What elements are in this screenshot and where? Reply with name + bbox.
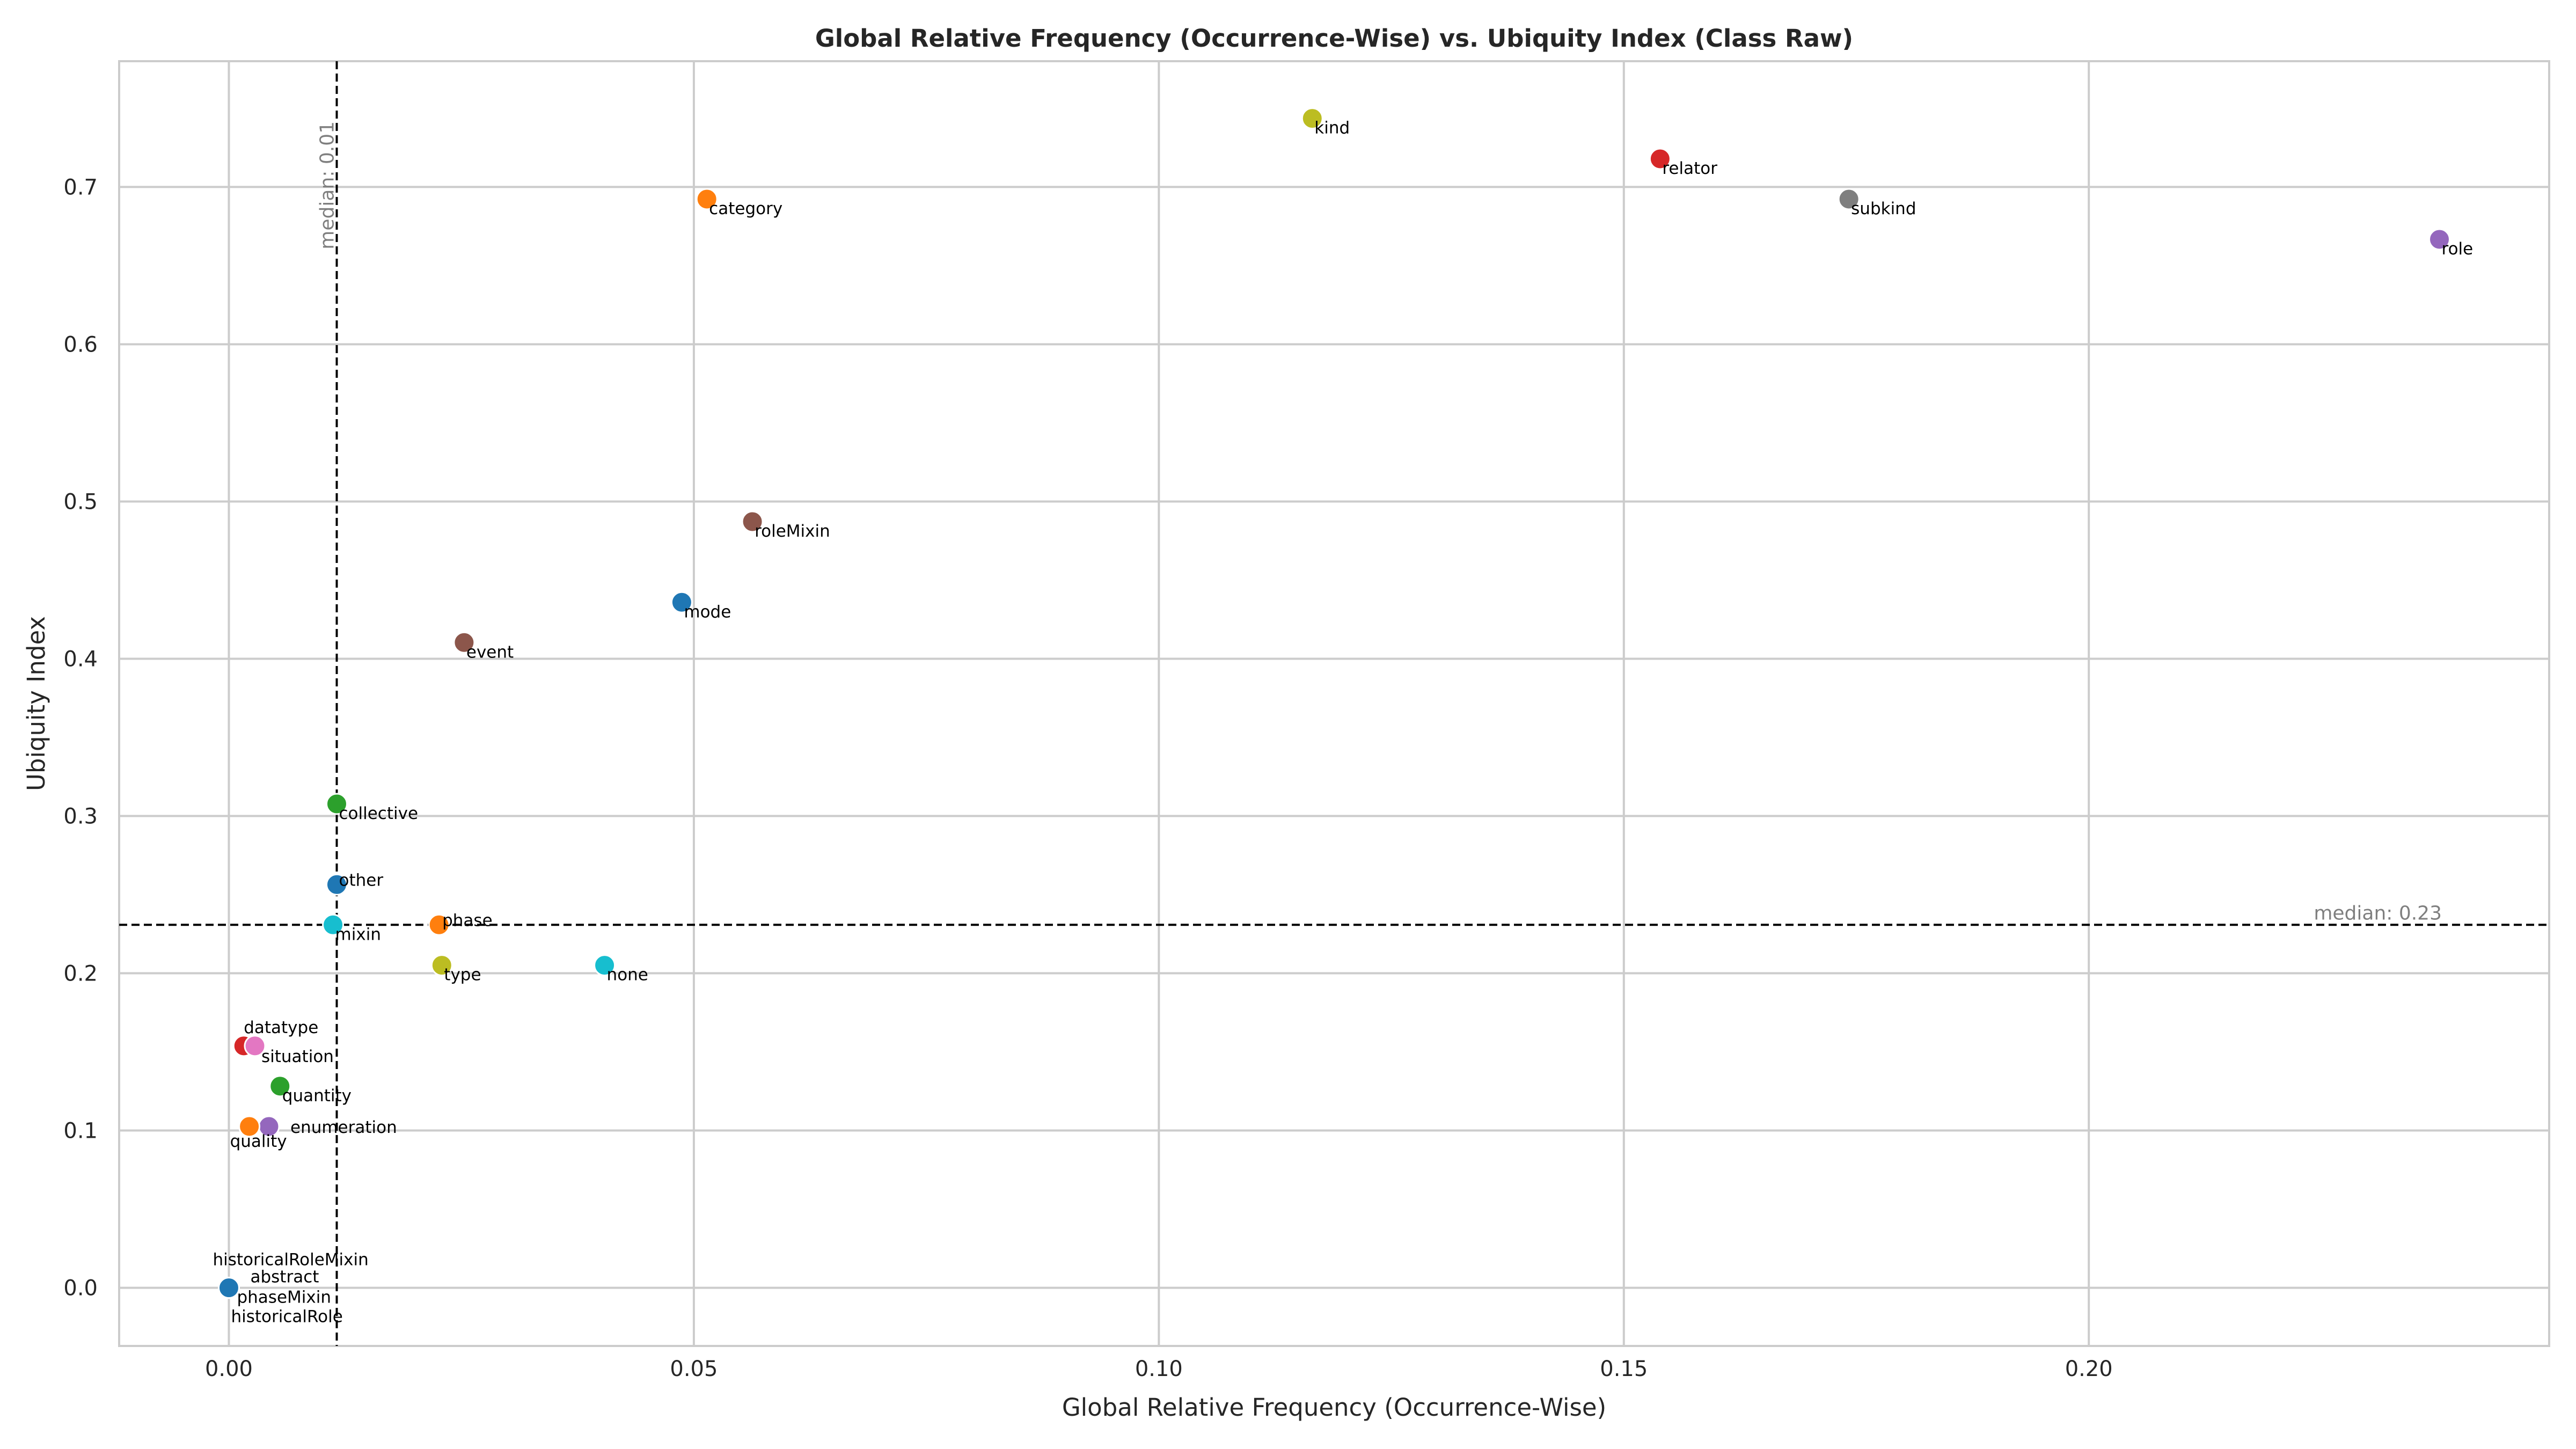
x-tick-label: 0.15 [1600,1357,1648,1381]
data-point-role [2428,228,2451,251]
data-points [217,107,2451,1299]
x-tick-label: 0.10 [1135,1357,1183,1381]
point-label-roleMixin: roleMixin [755,522,830,541]
data-point-situation [244,1035,266,1057]
y-tick-label: 0.0 [63,1276,98,1301]
data-point-subkind [1838,188,1860,210]
chart-title: Global Relative Frequency (Occurrence-Wi… [815,24,1853,53]
point-label-subkind: subkind [1851,199,1916,218]
point-label-kind: kind [1314,119,1350,138]
x-tick-label: 0.00 [205,1357,253,1381]
point-label-historicalRole: historicalRole [231,1307,342,1327]
point-label-collective: collective [339,804,418,823]
y-tick-label: 0.1 [63,1119,98,1144]
point-label-situation: situation [261,1047,334,1066]
y-tick-label: 0.7 [63,175,98,200]
point-labels: kind relator category subkind role roleMixin m… [213,119,2473,1327]
y-tick-label: 0.6 [63,332,98,357]
data-point-event [453,631,475,654]
y-tick-label: 0.2 [63,962,98,986]
point-label-other: other [339,870,383,890]
data-point-none [594,954,616,977]
point-label-category: category [709,199,782,218]
data-point-roleMixin [741,510,764,533]
point-label-quality: quality [230,1132,287,1151]
median-x-label: median: 0.01 [316,121,338,250]
point-label-datatype: datatype [244,1018,318,1037]
point-label-quantity: quantity [282,1086,352,1106]
data-point-historicalRole [217,1277,240,1299]
data-point-relator [1649,148,1671,170]
point-label-enumeration: enumeration [290,1118,397,1137]
data-point-quality [238,1115,261,1138]
y-tick-label: 0.4 [63,647,98,671]
y-tick-label: 0.5 [63,489,98,514]
data-point-phase [428,913,450,936]
data-point-kind [1301,107,1323,130]
point-label-role: role [2442,239,2473,259]
point-label-relator: relator [1662,159,1717,178]
data-point-other [325,873,348,896]
x-axis-label: Global Relative Frequency (Occurrence-Wi… [1062,1393,1606,1422]
data-point-collective [325,793,348,815]
data-point-mode [670,591,693,613]
x-tick-label: 0.05 [670,1357,718,1381]
x-tick-label: 0.20 [2065,1357,2113,1381]
point-label-none: none [607,965,648,985]
point-label-mode: mode [684,602,731,621]
point-label-abstract: abstract [250,1268,319,1287]
plot-frame [118,60,2550,1347]
y-axis-ticks: 0.0 0.1 0.2 0.3 0.4 0.5 0.6 0.7 [63,175,98,1300]
x-axis-ticks: 0.00 0.05 0.10 0.15 0.20 [205,1357,2113,1381]
point-label-mixin: mixin [335,925,381,944]
point-label-phase: phase [442,911,493,930]
y-tick-label: 0.3 [63,804,98,829]
data-point-quantity [269,1075,291,1097]
point-label-phaseMixin: phaseMixin [237,1288,331,1307]
median-lines: median: 0.01 median: 0.23 [119,61,2549,1346]
grid [119,61,2549,1346]
y-axis-label: Ubiquity Index [22,616,50,791]
data-point-category [696,188,718,210]
point-label-type: type [444,965,481,985]
point-label-historicalRoleMixin: historicalRoleMixin [213,1250,368,1270]
data-point-mixin [322,913,345,936]
point-label-event: event [466,642,514,662]
data-point-type [430,954,453,977]
median-y-label: median: 0.23 [2314,902,2442,924]
